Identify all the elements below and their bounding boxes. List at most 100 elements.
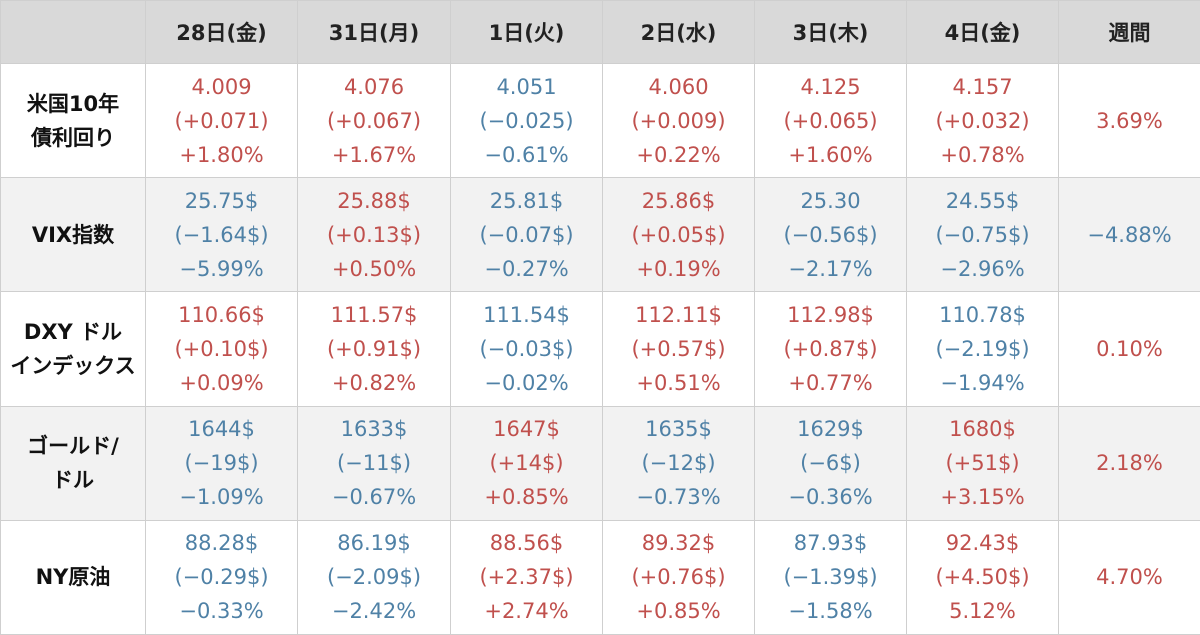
price-value: 4.157 xyxy=(952,74,1013,99)
price-cell: 87.93$ (−1.39$) −1.58% xyxy=(754,519,907,635)
price-change-percent: +1.67% xyxy=(331,142,417,167)
price-change-percent: −1.94% xyxy=(940,370,1025,395)
price-change-percent: +0.77% xyxy=(788,370,873,395)
price-change-percent: −0.73% xyxy=(636,485,721,510)
price-change-percent: −1.58% xyxy=(788,599,873,624)
price-cell: 110.66$ (+0.10$) +0.09% xyxy=(145,291,298,407)
price-value: 111.57$ xyxy=(330,302,418,327)
price-change: (−2.09$) xyxy=(326,565,422,590)
price-value: 4.009 xyxy=(191,74,252,99)
table-row: ゴールド/ドル 1644$ (−19$) −1.09% 1633$ (−11$) −0.67… xyxy=(0,405,1200,521)
price-change-percent: +3.15% xyxy=(940,485,1025,510)
price-value: 88.56$ xyxy=(489,531,564,556)
price-change-percent: −2.17% xyxy=(788,256,873,281)
price-change: (+51$) xyxy=(945,451,1020,476)
price-value: 24.55$ xyxy=(945,188,1020,213)
price-value: 4.051 xyxy=(496,74,557,99)
price-value: 86.19$ xyxy=(337,531,411,556)
price-value: 4.060 xyxy=(648,74,709,99)
price-change-percent: +0.51% xyxy=(636,370,721,395)
price-change: (+0.91$) xyxy=(326,336,422,361)
price-value: 25.81$ xyxy=(489,188,564,213)
price-value: 112.11$ xyxy=(635,302,722,327)
row-label: 米国10年 債利回り xyxy=(0,62,146,179)
price-cell: 4.060 (+0.009) +0.22% xyxy=(602,62,755,179)
price-change: (−12$) xyxy=(641,451,716,476)
price-cell: 25.81$ (−0.07$) −0.27% xyxy=(450,177,603,293)
price-change-percent: −0.36% xyxy=(788,485,873,510)
price-change-percent: +0.82% xyxy=(331,370,417,395)
row-label: NY原油 xyxy=(0,519,146,635)
price-change: (+0.57$) xyxy=(631,336,726,361)
row-label-line: VIX指数 xyxy=(31,222,115,247)
price-cell: 1647$ (+14$) +0.85% xyxy=(450,405,603,521)
price-change: (−2.19$) xyxy=(935,336,1030,361)
price-value: 1629$ xyxy=(797,417,864,442)
price-cell: 25.86$ (+0.05$) +0.19% xyxy=(602,177,755,293)
price-value: 1644$ xyxy=(188,417,255,442)
table-row: VIX指数 25.75$ (−1.64$) −5.99% 25.88$ (+0.13$) +… xyxy=(0,177,1200,293)
header-day-31: 31日(月) xyxy=(297,0,451,64)
price-change: (−1.39$) xyxy=(783,565,878,590)
price-cell: 112.11$ (+0.57$) +0.51% xyxy=(602,291,755,407)
price-change: (−0.03$) xyxy=(479,336,574,361)
price-cell: 88.56$ (+2.37$) +2.74% xyxy=(450,519,603,635)
price-change: (+2.37$) xyxy=(479,565,574,590)
price-cell: 4.009 (+0.071) +1.80% xyxy=(145,62,298,179)
price-change: (+0.065) xyxy=(783,108,878,133)
price-change-percent: −0.27% xyxy=(484,256,569,281)
price-value: 110.66$ xyxy=(178,302,265,327)
price-value: 25.86$ xyxy=(641,188,716,213)
price-change: (−1.64$) xyxy=(174,222,269,247)
header-row: 28日(金) 31日(月) 1日(火) 2日(水) 3日(木) 4日(金) 週間 xyxy=(0,0,1200,64)
row-label: DXY ドル インデックス xyxy=(0,291,146,407)
weekly-change: −4.88% xyxy=(1058,177,1200,293)
price-cell: 111.57$ (+0.91$) +0.82% xyxy=(297,291,451,407)
price-value: 4.076 xyxy=(343,74,405,99)
price-change: (+0.067) xyxy=(326,108,422,133)
price-value: 25.88$ xyxy=(337,188,411,213)
price-cell: 1644$ (−19$) −1.09% xyxy=(145,405,298,521)
header-day-1: 1日(火) xyxy=(450,0,603,64)
price-cell: 4.125 (+0.065) +1.60% xyxy=(754,62,907,179)
price-change: (+0.071) xyxy=(174,108,269,133)
price-cell: 25.75$ (−1.64$) −5.99% xyxy=(145,177,298,293)
price-change: (+0.032) xyxy=(935,108,1030,133)
price-value: 1680$ xyxy=(949,417,1016,442)
price-cell: 1633$ (−11$) −0.67% xyxy=(297,405,451,521)
price-value: 88.28$ xyxy=(184,531,259,556)
price-change-percent: −1.09% xyxy=(179,485,264,510)
price-change-percent: −0.67% xyxy=(331,485,417,510)
row-label-line: ドル xyxy=(52,468,94,493)
weekly-change: 2.18% xyxy=(1058,405,1200,521)
price-change: (−0.29$) xyxy=(174,565,269,590)
price-change: (−0.56$) xyxy=(783,222,878,247)
price-cell: 88.28$ (−0.29$) −0.33% xyxy=(145,519,298,635)
price-change: (−19$) xyxy=(184,451,259,476)
price-cell: 4.076 (+0.067) +1.67% xyxy=(297,62,451,179)
price-change-percent: +0.22% xyxy=(636,142,721,167)
price-cell: 1680$ (+51$) +3.15% xyxy=(906,405,1059,521)
price-change: (+14$) xyxy=(489,451,564,476)
table-row: 米国10年 債利回り 4.009 (+0.071) +1.80% 4.076 (+0.067… xyxy=(0,62,1200,179)
weekly-change: 0.10% xyxy=(1058,291,1200,407)
price-change: (−11$) xyxy=(336,451,412,476)
price-change: (−0.75$) xyxy=(935,222,1030,247)
row-label-line: DXY ドル xyxy=(23,319,123,344)
price-change-percent: −0.33% xyxy=(179,599,264,624)
row-label-line: インデックス xyxy=(10,353,136,378)
price-change-percent: +2.74% xyxy=(484,599,569,624)
price-change: (−6$) xyxy=(800,451,861,476)
price-change-percent: +0.50% xyxy=(331,256,417,281)
price-cell: 4.157 (+0.032) +0.78% xyxy=(906,62,1059,179)
price-cell: 86.19$ (−2.09$) −2.42% xyxy=(297,519,451,635)
row-label: ゴールド/ドル xyxy=(0,405,146,521)
price-cell: 25.88$ (+0.13$) +0.50% xyxy=(297,177,451,293)
price-change-percent: 5.12% xyxy=(949,599,1016,624)
price-value: 25.75$ xyxy=(184,188,259,213)
price-cell: 92.43$ (+4.50$) 5.12% xyxy=(906,519,1059,635)
price-value: 1635$ xyxy=(645,417,712,442)
price-value: 4.125 xyxy=(800,74,861,99)
row-label-line: NY原油 xyxy=(35,565,111,590)
